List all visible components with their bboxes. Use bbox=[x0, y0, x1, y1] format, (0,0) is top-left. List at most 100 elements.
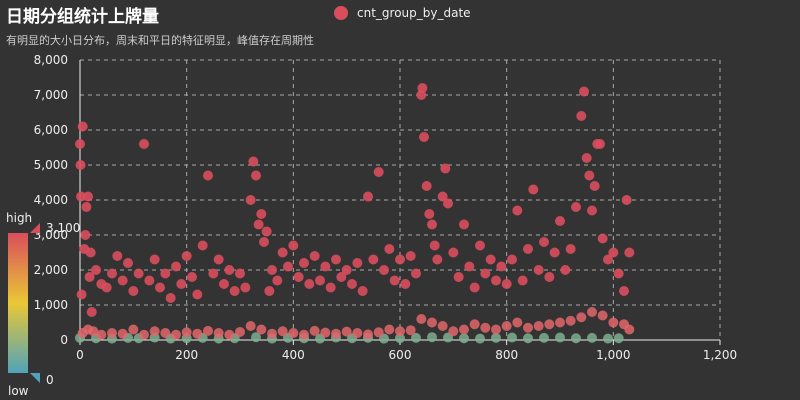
data-point[interactable] bbox=[491, 324, 501, 335]
data-point[interactable] bbox=[437, 191, 448, 202]
data-point[interactable] bbox=[501, 321, 512, 331]
data-point[interactable] bbox=[133, 268, 144, 279]
data-point[interactable] bbox=[176, 279, 187, 289]
data-point[interactable] bbox=[81, 202, 92, 212]
data-point[interactable] bbox=[608, 247, 619, 258]
data-point[interactable] bbox=[448, 247, 459, 258]
data-point[interactable] bbox=[267, 265, 277, 275]
data-point[interactable] bbox=[88, 326, 99, 337]
data-point[interactable] bbox=[555, 216, 565, 226]
data-point[interactable] bbox=[379, 265, 389, 275]
data-point[interactable] bbox=[155, 282, 165, 293]
legend[interactable]: cnt_group_by_date bbox=[334, 6, 471, 20]
data-point[interactable] bbox=[181, 251, 192, 261]
data-point[interactable] bbox=[411, 332, 421, 343]
data-point[interactable] bbox=[421, 181, 432, 191]
data-point[interactable] bbox=[187, 272, 197, 282]
data-point[interactable] bbox=[235, 326, 245, 337]
data-point[interactable] bbox=[485, 254, 496, 265]
data-point[interactable] bbox=[288, 240, 299, 251]
data-point[interactable] bbox=[144, 275, 155, 286]
data-point[interactable] bbox=[619, 286, 629, 296]
data-point[interactable] bbox=[507, 254, 517, 265]
data-point[interactable] bbox=[624, 324, 635, 335]
data-point[interactable] bbox=[459, 219, 469, 230]
data-point[interactable] bbox=[363, 329, 373, 340]
data-point[interactable] bbox=[315, 275, 325, 286]
data-point[interactable] bbox=[107, 268, 117, 279]
data-point[interactable] bbox=[368, 254, 379, 265]
data-point[interactable] bbox=[320, 327, 331, 338]
data-point[interactable] bbox=[565, 244, 576, 254]
data-point[interactable] bbox=[331, 328, 341, 339]
data-point[interactable] bbox=[443, 198, 453, 209]
data-point[interactable] bbox=[76, 289, 87, 300]
data-point[interactable] bbox=[165, 293, 176, 303]
data-point[interactable] bbox=[384, 324, 395, 335]
data-point[interactable] bbox=[299, 258, 309, 268]
data-point[interactable] bbox=[277, 247, 288, 258]
data-point[interactable] bbox=[587, 307, 597, 317]
data-point[interactable] bbox=[149, 254, 160, 265]
data-point[interactable] bbox=[576, 111, 587, 121]
data-point[interactable] bbox=[400, 279, 411, 289]
data-point[interactable] bbox=[595, 139, 605, 149]
data-point[interactable] bbox=[219, 279, 229, 289]
data-point[interactable] bbox=[309, 251, 320, 261]
visual-map-bar[interactable] bbox=[8, 233, 28, 373]
data-point[interactable] bbox=[427, 317, 437, 328]
data-point[interactable] bbox=[213, 254, 224, 265]
data-point[interactable] bbox=[224, 329, 235, 340]
data-point[interactable] bbox=[83, 191, 93, 202]
data-point[interactable] bbox=[581, 153, 592, 163]
data-point[interactable] bbox=[448, 326, 459, 337]
data-point[interactable] bbox=[533, 321, 544, 331]
visual-map-top-handle[interactable] bbox=[30, 223, 40, 233]
data-point[interactable] bbox=[613, 268, 624, 279]
data-point[interactable] bbox=[347, 279, 357, 289]
data-point[interactable] bbox=[440, 163, 451, 174]
data-point[interactable] bbox=[469, 282, 480, 293]
data-point[interactable] bbox=[523, 244, 533, 254]
data-point[interactable] bbox=[512, 317, 523, 328]
data-point[interactable] bbox=[288, 328, 299, 338]
data-point[interactable] bbox=[565, 315, 576, 326]
data-point[interactable] bbox=[80, 230, 91, 240]
data-point[interactable] bbox=[128, 324, 139, 335]
data-point[interactable] bbox=[539, 332, 549, 343]
data-point[interactable] bbox=[77, 121, 88, 132]
data-point[interactable] bbox=[576, 312, 587, 323]
data-point[interactable] bbox=[437, 321, 448, 331]
data-point[interactable] bbox=[208, 268, 219, 279]
data-point[interactable] bbox=[128, 286, 139, 296]
visual-map-bottom-handle[interactable] bbox=[30, 373, 40, 383]
data-point[interactable] bbox=[405, 251, 416, 261]
data-point[interactable] bbox=[608, 317, 619, 328]
data-point[interactable] bbox=[475, 333, 485, 344]
data-point[interactable] bbox=[101, 282, 112, 293]
data-point[interactable] bbox=[251, 332, 261, 343]
data-point[interactable] bbox=[331, 254, 341, 265]
data-point[interactable] bbox=[523, 333, 533, 344]
data-point[interactable] bbox=[395, 333, 405, 344]
data-point[interactable] bbox=[248, 156, 259, 167]
data-point[interactable] bbox=[373, 327, 384, 338]
data-point[interactable] bbox=[253, 219, 264, 230]
data-point[interactable] bbox=[91, 265, 101, 275]
data-point[interactable] bbox=[75, 160, 86, 170]
data-point[interactable] bbox=[389, 275, 400, 286]
data-point[interactable] bbox=[571, 333, 581, 344]
data-point[interactable] bbox=[587, 332, 597, 343]
data-point[interactable] bbox=[459, 333, 469, 344]
visual-map[interactable]: high 3,100 0 low bbox=[6, 211, 80, 398]
data-point[interactable] bbox=[309, 325, 320, 336]
data-point[interactable] bbox=[469, 319, 480, 330]
data-point[interactable] bbox=[427, 332, 437, 343]
legend-label[interactable]: cnt_group_by_date bbox=[357, 6, 471, 20]
data-point[interactable] bbox=[480, 268, 491, 279]
data-point[interactable] bbox=[123, 258, 133, 268]
data-point[interactable] bbox=[352, 328, 363, 338]
data-point[interactable] bbox=[325, 282, 336, 293]
data-point[interactable] bbox=[264, 286, 275, 296]
data-point[interactable] bbox=[229, 286, 240, 296]
